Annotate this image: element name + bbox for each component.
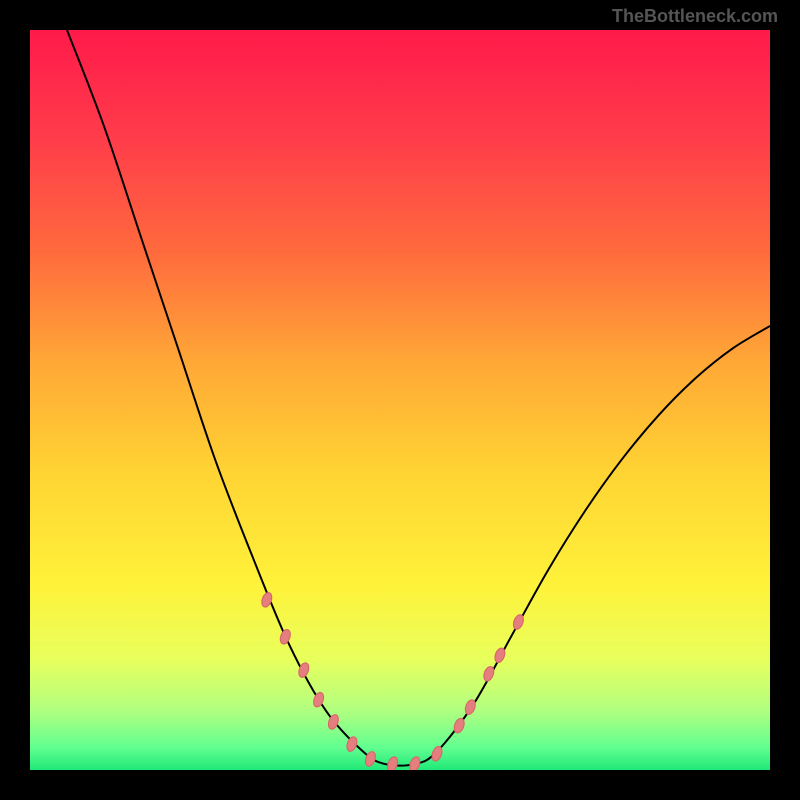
watermark-text: TheBottleneck.com <box>612 6 778 27</box>
chart-background <box>30 30 770 770</box>
chart-svg <box>30 30 770 770</box>
chart-plot-area <box>30 30 770 770</box>
